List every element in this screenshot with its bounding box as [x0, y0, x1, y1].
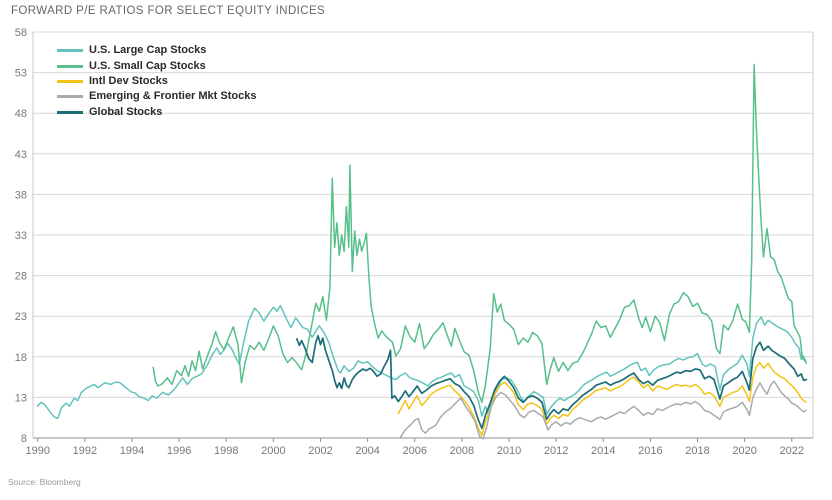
x-tick-label: 2016 — [638, 445, 662, 457]
x-tick-label: 2014 — [591, 445, 615, 457]
x-tick-label: 2022 — [780, 445, 804, 457]
series-line-u-s-small-cap-stocks — [152, 63, 807, 404]
legend-item: U.S. Small Cap Stocks — [57, 58, 256, 73]
y-tick-label: 53 — [15, 68, 27, 80]
series-line-emerging-frontier-mkt-stocks — [399, 380, 807, 440]
x-tick-label: 2004 — [355, 445, 379, 457]
legend-item: U.S. Large Cap Stocks — [57, 43, 256, 58]
legend-label: U.S. Small Cap Stocks — [89, 59, 206, 72]
x-tick-label: 1992 — [73, 445, 97, 457]
x-tick-label: 2020 — [732, 445, 756, 457]
y-tick-label: 23 — [15, 311, 27, 323]
series-line-intl-dev-stocks — [397, 361, 807, 437]
x-tick-label: 2018 — [685, 445, 709, 457]
legend-swatch — [57, 64, 83, 68]
x-tick-label: 2000 — [261, 445, 285, 457]
y-tick-label: 33 — [15, 230, 27, 242]
series-line-global-stocks — [296, 334, 808, 430]
y-tick-label: 38 — [15, 189, 27, 201]
series-line-u-s-large-cap-stocks — [36, 304, 808, 420]
legend-label: U.S. Large Cap Stocks — [89, 44, 207, 57]
legend-swatch — [57, 49, 83, 53]
y-tick-label: 18 — [15, 352, 27, 364]
legend-swatch — [57, 79, 83, 83]
y-tick-label: 48 — [15, 108, 27, 120]
x-tick-label: 2008 — [450, 445, 474, 457]
y-tick-label: 28 — [15, 271, 27, 283]
x-tick-label: 2006 — [403, 445, 427, 457]
source-note: Source: Bloomberg — [8, 477, 81, 487]
x-tick-label: 2002 — [308, 445, 332, 457]
y-tick-label: 58 — [15, 27, 27, 39]
legend-item: Global Stocks — [57, 105, 256, 120]
x-axis-labels: 1990 1992 1994 1996 1998 2000 2002 2004 2006 2008… — [25, 438, 804, 457]
x-tick-label: 1994 — [120, 445, 144, 457]
chart-legend: U.S. Large Cap Stocks U.S. Small Cap Stoc… — [57, 43, 256, 120]
y-axis-labels: 8 13 18 23 28 33 38 43 48 53 58 — [15, 27, 27, 445]
legend-label: Emerging & Frontier Mkt Stocks — [89, 90, 257, 103]
chart-title: FORWARD P/E RATIOS FOR SELECT EQUITY IND… — [11, 5, 326, 17]
y-tick-label: 43 — [15, 149, 27, 161]
legend-item: Intl Dev Stocks — [57, 74, 256, 89]
x-tick-label: 1998 — [214, 445, 238, 457]
x-tick-label: 1996 — [167, 445, 191, 457]
x-tick-label: 2012 — [544, 445, 568, 457]
grid-lines — [33, 31, 813, 439]
legend-label: Intl Dev Stocks — [89, 74, 168, 87]
y-tick-label: 8 — [21, 433, 27, 445]
x-tick-label: 2010 — [497, 445, 521, 457]
legend-item: Emerging & Frontier Mkt Stocks — [57, 89, 256, 104]
legend-swatch — [57, 110, 83, 114]
x-tick-label: 1990 — [25, 445, 49, 457]
legend-swatch — [57, 95, 83, 99]
y-tick-label: 13 — [15, 392, 27, 404]
legend-label: Global Stocks — [89, 105, 163, 118]
